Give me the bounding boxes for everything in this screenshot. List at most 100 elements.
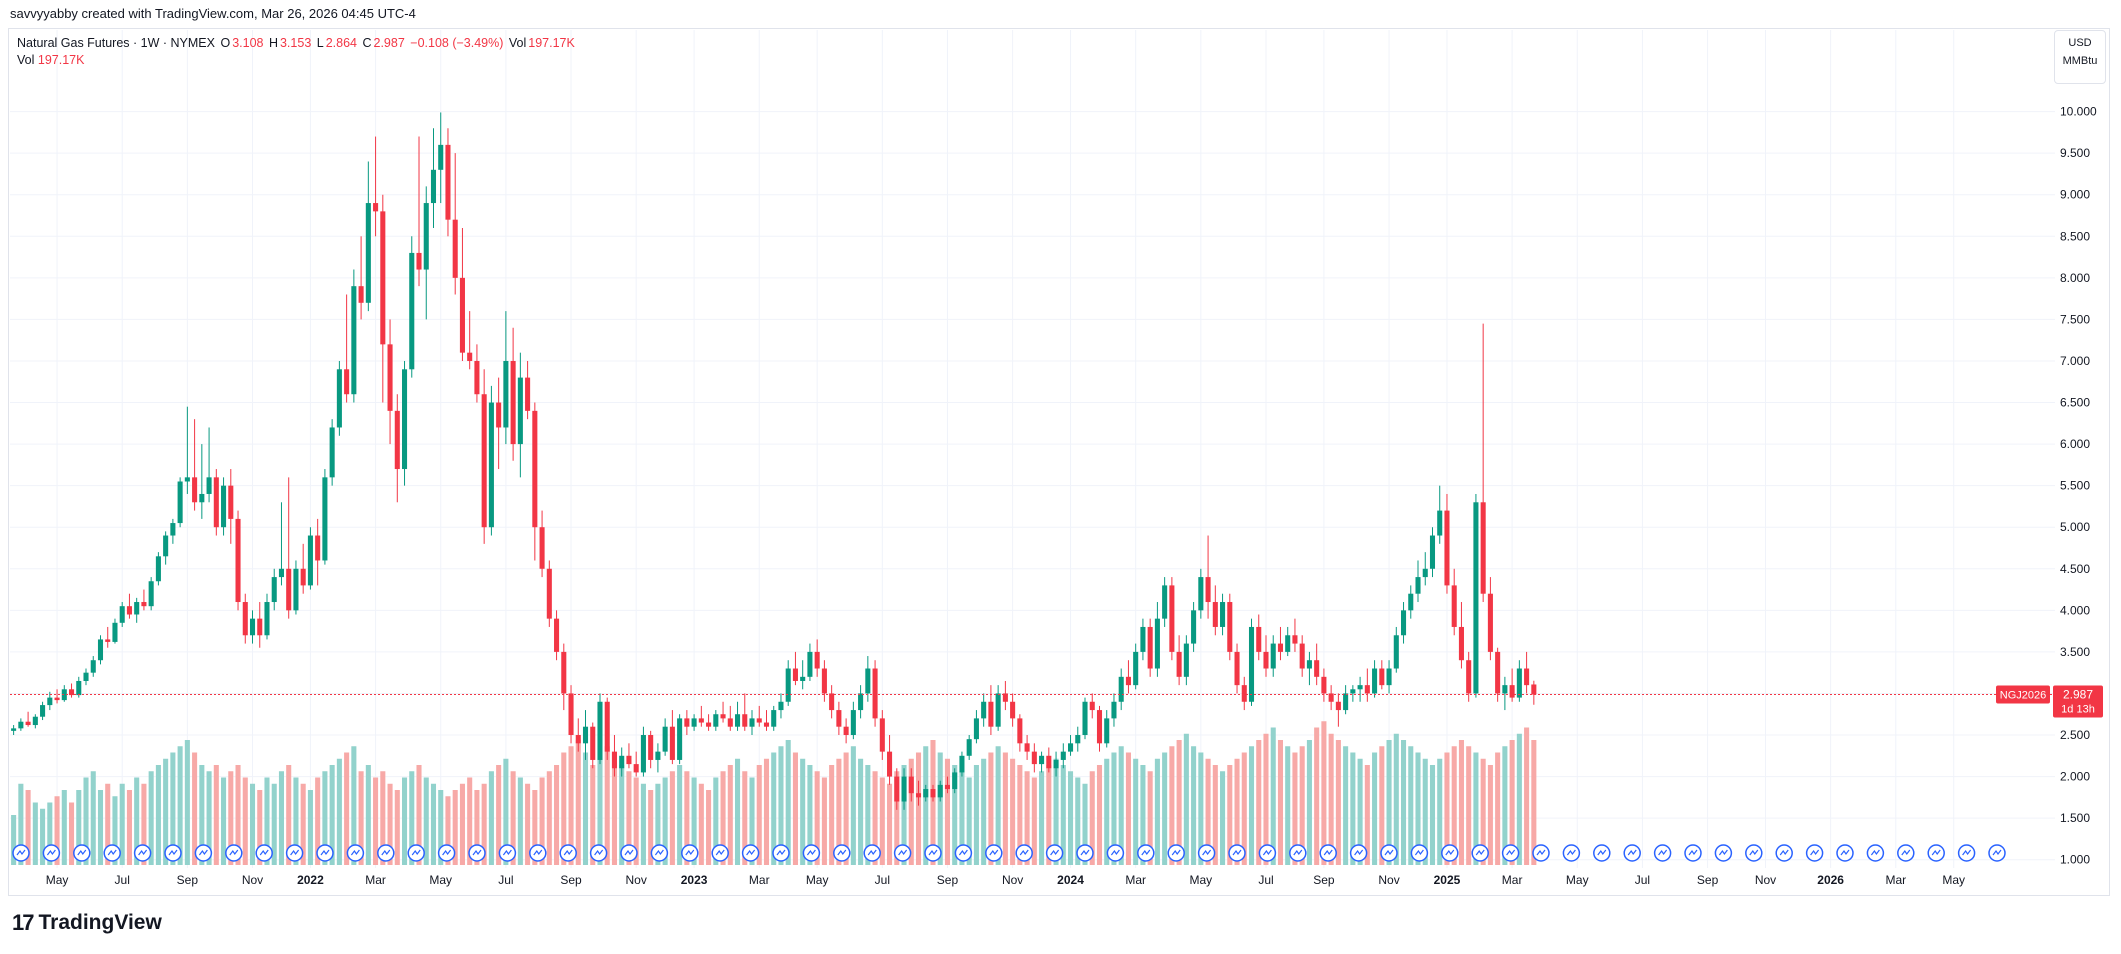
open-label: O — [220, 36, 231, 50]
volume-bar — [409, 771, 415, 865]
volume-bar — [1292, 752, 1298, 865]
volume-bar — [1444, 752, 1450, 865]
volume-bar — [1169, 746, 1175, 865]
y-tick-label: 2.500 — [2060, 728, 2090, 742]
volume-bar — [474, 790, 480, 865]
candle-body — [1473, 502, 1479, 694]
volume-bar — [242, 777, 248, 865]
x-tick-label: Jul — [1635, 873, 1650, 887]
candle-body — [1277, 643, 1284, 652]
volume-bar — [1140, 765, 1146, 865]
candle-body — [199, 493, 205, 503]
volume-bar — [734, 758, 741, 865]
volume-bar — [163, 758, 169, 865]
volume-bar — [221, 777, 227, 865]
y-tick-label: 5.000 — [2060, 520, 2090, 534]
candle-body — [952, 772, 958, 790]
volume-bar — [1017, 765, 1023, 865]
symbol-legend: Natural Gas Futures · 1W · NYMEX O 3.108 … — [17, 36, 577, 50]
x-tick-label: Sep — [177, 873, 199, 887]
candle-body — [1451, 585, 1457, 627]
volume-bar — [582, 752, 589, 865]
candle-body — [872, 668, 878, 719]
volume-bar — [1343, 746, 1349, 865]
event-marker-arrow — [1080, 849, 1090, 856]
x-tick-label: Sep — [1313, 873, 1335, 887]
volume-bar — [1075, 777, 1081, 865]
chart-frame[interactable] — [8, 28, 2110, 896]
volume-bar — [257, 790, 263, 865]
candle-body — [1343, 693, 1349, 711]
event-marker-arrow — [837, 849, 847, 856]
unit-selector[interactable]: USD MMBtu — [2054, 30, 2106, 84]
volume-bar — [488, 771, 494, 865]
volume-bar — [691, 777, 697, 865]
candle-body — [1422, 568, 1428, 578]
candle-body — [1162, 585, 1168, 619]
volume-bar — [1335, 740, 1341, 865]
volume-bar — [778, 746, 784, 865]
volume-bar — [307, 790, 313, 865]
event-marker-arrow — [989, 849, 999, 856]
y-tick-label: 1.000 — [2060, 853, 2090, 867]
close-label: C — [362, 36, 372, 50]
candle-body — [1205, 577, 1211, 603]
volume-bar — [1321, 721, 1327, 865]
volume-bar — [1509, 740, 1515, 865]
volume-bar — [915, 752, 922, 865]
volume-bar — [1205, 758, 1211, 865]
event-marker-arrow — [1718, 849, 1728, 856]
y-tick-label: 9.000 — [2060, 188, 2090, 202]
volume-bar — [597, 758, 603, 865]
volume-bar — [684, 771, 690, 865]
candle-body — [655, 751, 661, 760]
volume-bar — [843, 752, 849, 865]
candle-body — [1046, 755, 1052, 769]
y-tick-label: 7.500 — [2060, 312, 2090, 326]
x-tick-label: 2023 — [681, 873, 708, 887]
event-marker-arrow — [1475, 849, 1485, 856]
candle-body — [901, 776, 907, 802]
volume-bar — [184, 740, 190, 865]
candle-body — [1067, 743, 1074, 752]
candle-body — [677, 718, 683, 760]
event-marker-arrow — [1050, 849, 1060, 856]
candle-body — [163, 535, 169, 557]
event-marker-arrow — [958, 849, 968, 856]
candle-body — [1466, 660, 1472, 694]
volume-bar — [90, 771, 96, 865]
volume-bar — [1060, 765, 1066, 865]
volume-bar — [1408, 746, 1414, 865]
high-value: 3.153 — [279, 36, 312, 50]
symbol-tag — [1996, 685, 2050, 704]
volume-bar — [546, 771, 552, 865]
candle-body — [792, 668, 798, 681]
symbol-tag-label: NGJ2026 — [2000, 690, 2046, 702]
volume-bar — [1531, 740, 1537, 865]
candle-body — [923, 789, 929, 798]
candle-body — [887, 751, 893, 777]
volume-bar — [97, 790, 104, 865]
volume-bar — [213, 765, 219, 865]
candle-body — [148, 581, 154, 607]
volume-bar — [959, 771, 965, 865]
event-marker-arrow — [411, 849, 421, 856]
candle-body — [1154, 618, 1160, 669]
volume-bar — [525, 783, 531, 865]
candle-body — [1031, 751, 1037, 765]
volume-bar — [561, 752, 567, 865]
candle-body — [1220, 602, 1226, 627]
x-tick-label: Mar — [749, 873, 770, 887]
x-tick-label: Jul — [115, 873, 130, 887]
event-marker-arrow — [1019, 849, 1029, 856]
volume-bar — [640, 783, 646, 865]
y-tick-label: 5.500 — [2060, 479, 2090, 493]
candle-body — [1415, 577, 1421, 594]
volume-bar — [83, 777, 89, 865]
volume-bar — [1111, 752, 1117, 865]
volume-bar — [669, 771, 675, 865]
candle-body — [206, 477, 212, 494]
candle-body — [1212, 602, 1218, 627]
event-marker-arrow — [1202, 849, 1212, 856]
